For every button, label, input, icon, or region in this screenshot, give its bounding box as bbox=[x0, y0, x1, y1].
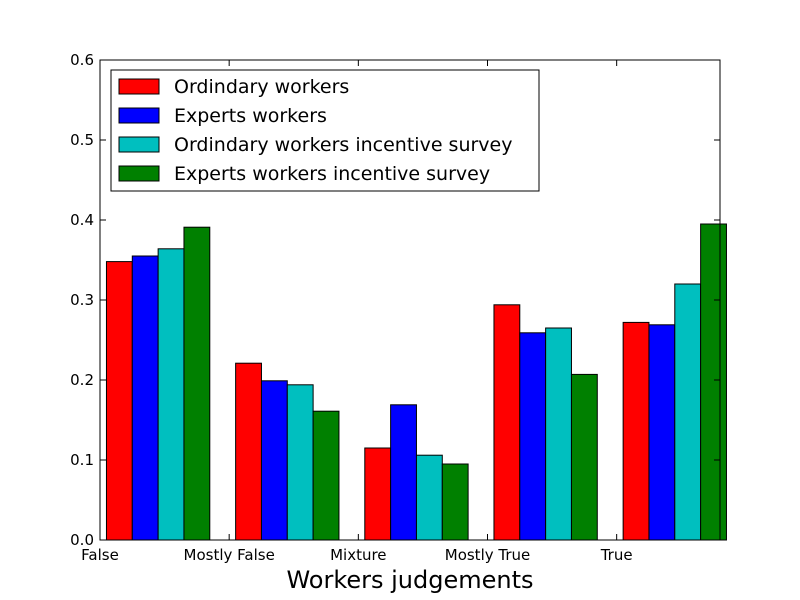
bar-3-series-3 bbox=[570, 373, 598, 541]
bar-1-series-1 bbox=[260, 380, 288, 541]
legend-swatch-1 bbox=[118, 107, 160, 124]
legend-swatch-0 bbox=[118, 78, 160, 95]
y-tick-label: 0.2 bbox=[70, 371, 94, 389]
x-tick-label: Mostly False bbox=[184, 546, 275, 564]
legend-swatch-2 bbox=[118, 136, 160, 153]
bar-3-series-0 bbox=[493, 304, 521, 541]
x-tick-label: True bbox=[600, 546, 633, 564]
bar-3-series-1 bbox=[519, 332, 547, 541]
x-tick-label: Mostly True bbox=[445, 546, 531, 564]
x-tick-label: Mixture bbox=[330, 546, 386, 564]
bars-layer bbox=[105, 223, 727, 541]
bar-2-series-3 bbox=[441, 463, 469, 541]
y-tick-label: 0.1 bbox=[70, 451, 94, 469]
legend-label-3: Experts workers incentive survey bbox=[174, 163, 490, 185]
legend-label-2: Ordindary workers incentive survey bbox=[174, 134, 512, 156]
bar-4-series-0 bbox=[622, 321, 650, 541]
bar-0-series-1 bbox=[131, 255, 159, 541]
bar-4-series-2 bbox=[674, 283, 702, 541]
bar-0-series-0 bbox=[105, 261, 133, 541]
bar-0-series-2 bbox=[157, 248, 185, 541]
bar-3-series-2 bbox=[545, 327, 572, 541]
y-tick-label: 0.5 bbox=[70, 131, 94, 149]
y-tick-label: 0.3 bbox=[70, 291, 94, 309]
legend-label-0: Ordindary workers bbox=[174, 76, 349, 98]
y-tick-label: 0.6 bbox=[70, 51, 94, 69]
y-tick-label: 0.0 bbox=[70, 531, 94, 549]
legend-swatch-3 bbox=[118, 165, 160, 182]
legend-box bbox=[110, 69, 540, 192]
x-axis-title: Workers judgements bbox=[286, 566, 533, 594]
bar-4-series-1 bbox=[648, 324, 676, 541]
bar-2-series-0 bbox=[364, 447, 392, 541]
bar-1-series-0 bbox=[235, 362, 262, 541]
bar-2-series-2 bbox=[415, 454, 443, 541]
bar-2-series-1 bbox=[390, 404, 417, 541]
legend-label-1: Experts workers bbox=[174, 105, 327, 127]
x-tick-label: False bbox=[81, 546, 119, 564]
bar-1-series-2 bbox=[286, 384, 314, 541]
bar-1-series-3 bbox=[312, 410, 340, 541]
ticks-layer: 0.0 0.1 0.2 0.3 0.4 0.5 0.6 False Mostly False Mi… bbox=[70, 51, 720, 564]
bar-0-series-3 bbox=[183, 226, 211, 541]
bar-4-series-3 bbox=[700, 223, 727, 541]
legend: Ordindary workers Experts workers Ordindar… bbox=[110, 69, 540, 192]
y-tick-label: 0.4 bbox=[70, 211, 94, 229]
